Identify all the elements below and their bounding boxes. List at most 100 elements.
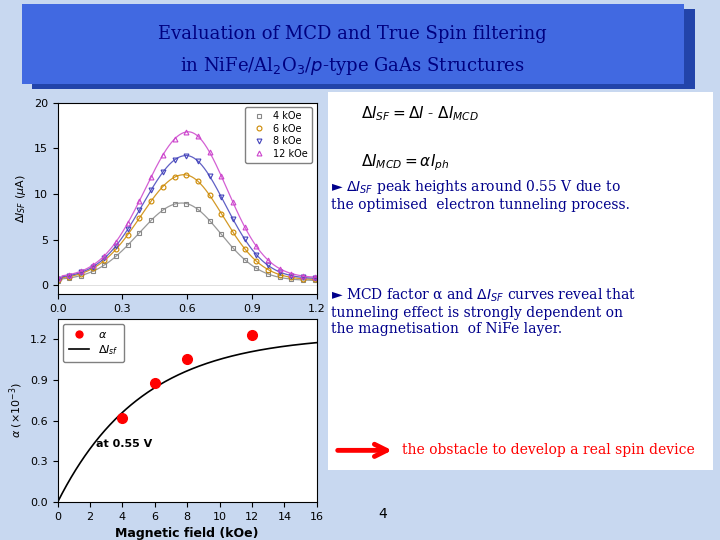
- 12 kOe: [310, 274, 319, 280]
- 8 kOe: [65, 272, 73, 279]
- Line: 4 kOe: 4 kOe: [55, 201, 318, 283]
- 4 kOe: [240, 256, 249, 263]
- 6 kOe: [217, 210, 225, 217]
- 12 kOe: [53, 275, 62, 281]
- 4 kOe: [135, 230, 144, 236]
- Text: ► MCD factor α and $\Delta I_{SF}$ curves reveal that
tunneling effect is strong: ► MCD factor α and $\Delta I_{SF}$ curve…: [331, 286, 636, 336]
- 12 kOe: [112, 239, 120, 245]
- Text: in NiFe/Al$_2$O$_3$/$p$-type GaAs Structures: in NiFe/Al$_2$O$_3$/$p$-type GaAs Struct…: [181, 55, 525, 77]
- Line: 6 kOe: 6 kOe: [55, 172, 318, 282]
- Text: 4: 4: [378, 508, 387, 522]
- X-axis label: Bias (V): Bias (V): [160, 320, 215, 333]
- 6 kOe: [310, 276, 319, 282]
- 12 kOe: [182, 129, 191, 135]
- Line: 12 kOe: 12 kOe: [55, 130, 318, 280]
- 8 kOe: [100, 255, 109, 261]
- 8 kOe: [217, 194, 225, 200]
- X-axis label: Magnetic field (kOe): Magnetic field (kOe): [115, 528, 259, 540]
- 6 kOe: [276, 272, 284, 278]
- 12 kOe: [229, 199, 238, 206]
- 6 kOe: [264, 266, 272, 273]
- 4 kOe: [76, 272, 85, 279]
- Text: ► $\Delta I_{SF}$ peak heights around 0.55 V due to
the optimised  electron tunn: ► $\Delta I_{SF}$ peak heights around 0.…: [331, 178, 630, 212]
- 12 kOe: [252, 243, 261, 249]
- Text: Evaluation of MCD and True Spin filtering: Evaluation of MCD and True Spin filterin…: [158, 25, 547, 43]
- 6 kOe: [76, 271, 85, 277]
- 4 kOe: [100, 262, 109, 268]
- 4 kOe: [65, 275, 73, 281]
- 4 kOe: [194, 206, 202, 213]
- 4 kOe: [287, 276, 296, 282]
- 8 kOe: [229, 216, 238, 222]
- 4 kOe: [205, 217, 214, 224]
- 8 kOe: [123, 226, 132, 233]
- 6 kOe: [182, 172, 191, 178]
- 6 kOe: [205, 192, 214, 199]
- 8 kOe: [135, 207, 144, 213]
- 12 kOe: [217, 173, 225, 179]
- 12 kOe: [287, 271, 296, 277]
- 12 kOe: [264, 257, 272, 264]
- 8 kOe: [287, 272, 296, 279]
- Y-axis label: $\alpha$ (×10$^{-3}$): $\alpha$ (×10$^{-3}$): [7, 382, 24, 438]
- 4 kOe: [112, 253, 120, 259]
- 4 kOe: [170, 201, 179, 207]
- 4 kOe: [310, 277, 319, 284]
- 6 kOe: [194, 178, 202, 185]
- 6 kOe: [229, 229, 238, 235]
- 8 kOe: [194, 158, 202, 164]
- 12 kOe: [194, 133, 202, 139]
- 12 kOe: [135, 198, 144, 204]
- 12 kOe: [299, 273, 307, 279]
- Text: $\Delta I_{MCD} = \alpha I_{ph}$: $\Delta I_{MCD} = \alpha I_{ph}$: [361, 152, 449, 173]
- 4 kOe: [217, 231, 225, 238]
- 6 kOe: [135, 215, 144, 221]
- Text: $\Delta I_{SF} = \Delta I$ - $\Delta I_{MCD}$: $\Delta I_{SF} = \Delta I$ - $\Delta I_{…: [361, 105, 480, 124]
- 8 kOe: [299, 274, 307, 281]
- 6 kOe: [89, 265, 97, 272]
- 6 kOe: [170, 174, 179, 180]
- 12 kOe: [100, 253, 109, 259]
- 12 kOe: [89, 262, 97, 268]
- 6 kOe: [158, 183, 167, 190]
- 8 kOe: [310, 275, 319, 281]
- 8 kOe: [264, 262, 272, 269]
- 12 kOe: [76, 268, 85, 274]
- 12 kOe: [240, 224, 249, 230]
- 12 kOe: [170, 136, 179, 142]
- 6 kOe: [240, 246, 249, 252]
- 4 kOe: [252, 265, 261, 272]
- 12 kOe: [123, 220, 132, 226]
- 8 kOe: [158, 169, 167, 176]
- Line: 8 kOe: 8 kOe: [55, 153, 318, 281]
- 8 kOe: [53, 275, 62, 282]
- 8 kOe: [240, 236, 249, 242]
- 12 kOe: [147, 174, 156, 180]
- 6 kOe: [252, 258, 261, 265]
- 4 kOe: [53, 278, 62, 284]
- 4 kOe: [158, 207, 167, 213]
- 12 kOe: [205, 149, 214, 156]
- 12 kOe: [65, 271, 73, 278]
- 4 kOe: [229, 245, 238, 251]
- 6 kOe: [123, 232, 132, 238]
- 6 kOe: [53, 276, 62, 283]
- 8 kOe: [76, 269, 85, 275]
- Y-axis label: $\Delta I_{SF}$ ($\mu$A): $\Delta I_{SF}$ ($\mu$A): [14, 174, 28, 223]
- 8 kOe: [205, 173, 214, 179]
- 8 kOe: [112, 242, 120, 249]
- 8 kOe: [170, 157, 179, 163]
- Text: the obstacle to develop a real spin device: the obstacle to develop a real spin devi…: [402, 443, 695, 457]
- 4 kOe: [147, 217, 156, 224]
- 8 kOe: [276, 269, 284, 275]
- 4 kOe: [264, 271, 272, 277]
- 6 kOe: [65, 273, 73, 280]
- Legend: 4 kOe, 6 kOe, 8 kOe, 12 kOe: 4 kOe, 6 kOe, 8 kOe, 12 kOe: [245, 107, 312, 163]
- 4 kOe: [89, 268, 97, 275]
- 4 kOe: [299, 277, 307, 284]
- 4 kOe: [276, 274, 284, 281]
- 12 kOe: [276, 266, 284, 272]
- 4 kOe: [123, 242, 132, 248]
- Legend: $\alpha$, $\Delta I_{sf}$: $\alpha$, $\Delta I_{sf}$: [63, 324, 124, 362]
- 12 kOe: [158, 152, 167, 158]
